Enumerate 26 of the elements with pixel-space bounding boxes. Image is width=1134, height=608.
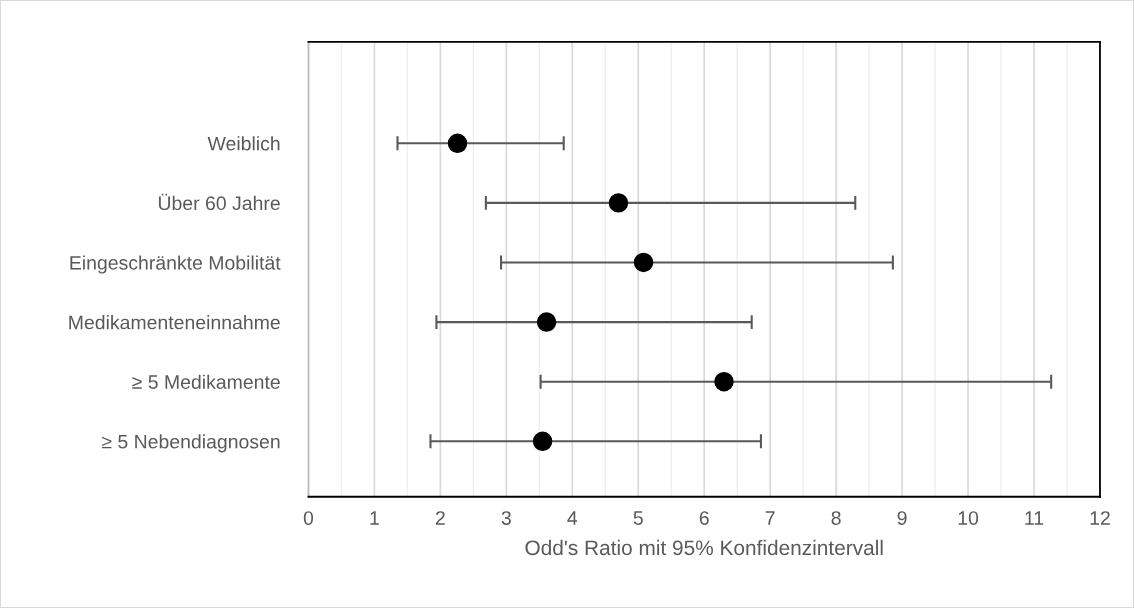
y-tick-label: Medikamenteneinnahme — [69, 315, 280, 330]
y-tick-label: Über 60 Jahre — [158, 193, 280, 211]
x-tick-label: 8 — [831, 511, 841, 525]
x-tick-label: 5 — [633, 511, 643, 525]
x-tick-label: 9 — [897, 511, 907, 525]
x-tick-label: 6 — [699, 511, 709, 525]
y-tick-label: ≥ 5 Medikamente — [132, 374, 280, 389]
x-tick-label: 3 — [501, 511, 511, 525]
x-tick-label: 2 — [435, 511, 445, 525]
x-tick-label: 0 — [303, 511, 314, 525]
y-tick-label: Weiblich — [207, 136, 280, 151]
x-axis-title: Odd's Ratio mit 95% Konfidenzintervall — [525, 539, 883, 556]
x-tick-label: 7 — [765, 511, 775, 525]
point — [536, 312, 557, 332]
point — [714, 371, 734, 392]
point — [532, 431, 553, 452]
x-tick-label: 4 — [567, 511, 578, 525]
point — [447, 133, 468, 154]
y-tick-label: ≥ 5 Nebendiagnosen — [101, 434, 280, 453]
y-tick-label: Eingeschränkte Mobilität — [70, 255, 281, 274]
x-tick-label: 10 — [958, 511, 979, 525]
x-tick-label: 12 — [1090, 511, 1110, 525]
x-tick-label: 11 — [1025, 511, 1044, 525]
point — [633, 252, 654, 273]
point — [608, 193, 629, 213]
x-tick-label: 1 — [370, 511, 379, 525]
